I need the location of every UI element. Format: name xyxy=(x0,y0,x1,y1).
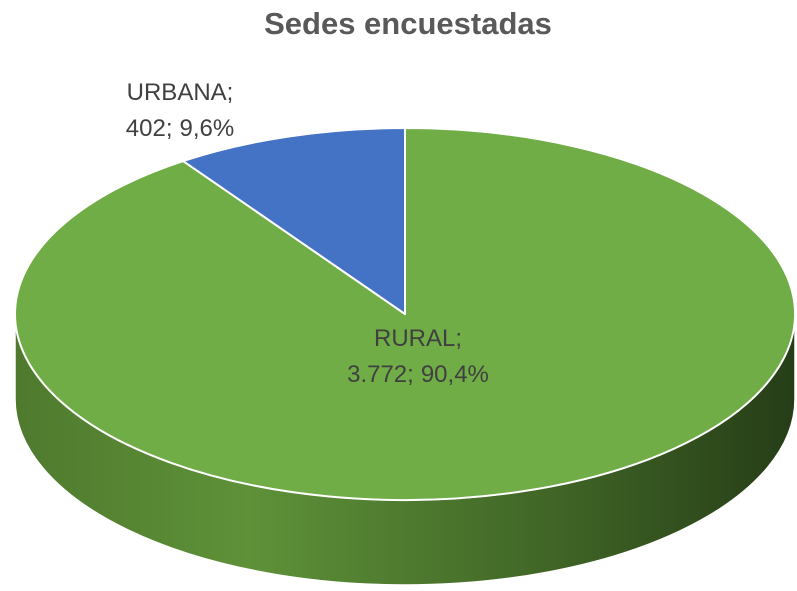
pie-slice xyxy=(182,127,406,315)
label-separator: ; xyxy=(227,79,234,106)
chart-title: Sedes encuestadas xyxy=(264,6,552,41)
label-separator: ; xyxy=(455,325,462,352)
label-percent: 90,4% xyxy=(421,361,489,388)
data-label: 3.772; 90,4% xyxy=(347,361,489,388)
label-category: RURAL xyxy=(374,325,455,352)
label-category: URBANA xyxy=(127,79,227,106)
label-percent: 9,6% xyxy=(180,115,235,142)
label-separator: ; xyxy=(166,115,173,142)
label-separator: ; xyxy=(407,361,414,388)
label-value: 3.772 xyxy=(347,361,407,388)
data-label: URBANA; xyxy=(127,79,234,106)
label-value: 402 xyxy=(126,115,166,142)
data-label: 402; 9,6% xyxy=(126,115,234,142)
data-label: RURAL; xyxy=(374,325,462,352)
